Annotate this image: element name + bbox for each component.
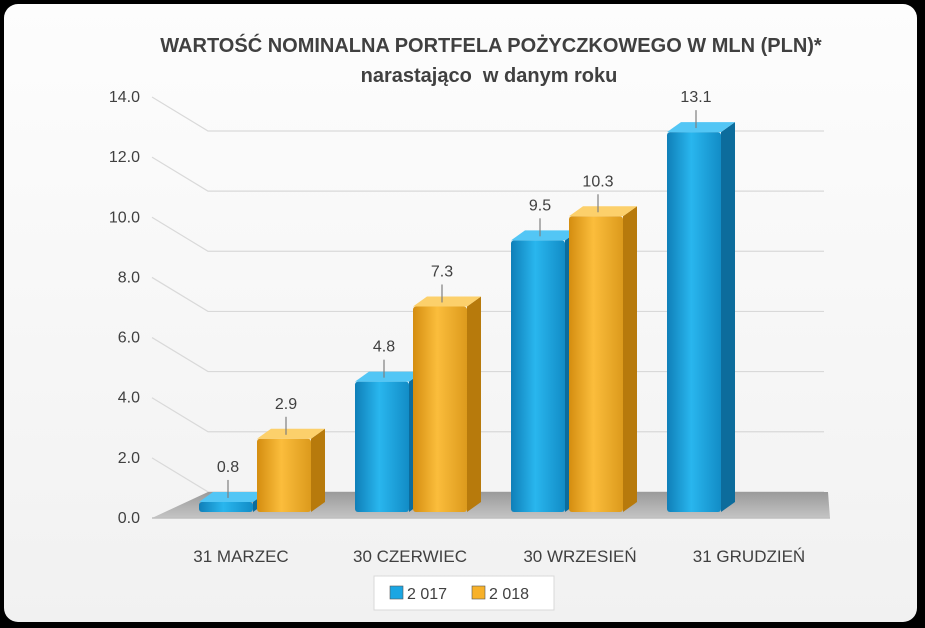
bar-top [355, 371, 423, 382]
legend-swatch [389, 585, 404, 600]
bar-front [667, 132, 721, 513]
bars: 0.8 2.9 4.8 7.3 9.5 10.3 13.1 [199, 89, 735, 513]
x-tick-label: 30 CZERWIEC [353, 547, 467, 566]
data-label: 7.3 [431, 263, 453, 280]
bar-side [721, 122, 735, 513]
y-tick-label: 10.0 [109, 209, 140, 226]
bar-top [511, 230, 579, 241]
y-tick-label: 6.0 [118, 330, 140, 347]
y-tick-label: 4.0 [118, 390, 140, 407]
data-label: 9.5 [529, 197, 551, 214]
bar-top [569, 206, 637, 217]
y-tick-label: 8.0 [118, 269, 140, 286]
bar-front [569, 216, 623, 512]
legend: 2 017 2 018 [373, 575, 555, 611]
legend-label: 2 018 [489, 586, 529, 603]
bar-side [623, 206, 637, 512]
chart-title: WARTOŚĆ NOMINALNA PORTFELA POŻYCZKOWEGO … [160, 33, 822, 57]
bar: 10.3 [569, 173, 637, 512]
gridlines [151, 96, 824, 493]
bar-top [667, 122, 735, 133]
bar: 9.5 [511, 197, 579, 513]
legend-label: 2 017 [407, 586, 447, 603]
y-tick-label: 12.0 [109, 149, 140, 166]
bar-front [355, 381, 409, 512]
bar-side [311, 428, 325, 512]
data-label: 13.1 [680, 89, 711, 106]
bar: 7.3 [413, 263, 481, 512]
bar-chart: WARTOŚĆ NOMINALNA PORTFELA POŻYCZKOWEGO … [109, 33, 830, 611]
gridline [151, 156, 824, 192]
y-tick-label: 14.0 [109, 89, 140, 106]
chart-frame: WARTOŚĆ NOMINALNA PORTFELA POŻYCZKOWEGO … [4, 4, 917, 622]
y-tick-label: 2.0 [118, 450, 140, 467]
bar: 4.8 [355, 339, 423, 512]
bar-front [257, 438, 311, 512]
data-label: 0.8 [217, 459, 239, 476]
x-axis: 31 MARZEC 30 CZERWIEC 30 WRZESIEŃ 31 GRUDZI… [193, 547, 805, 566]
bar: 2.9 [257, 396, 325, 512]
bar-top [257, 428, 325, 439]
x-tick-label: 30 WRZESIEŃ [523, 547, 636, 566]
gridline [151, 96, 824, 132]
chart-subtitle: narastająco w danym roku [361, 65, 618, 87]
bar-front [511, 240, 565, 513]
y-tick-label: 0.0 [118, 510, 140, 527]
bar-front [199, 501, 253, 512]
x-tick-label: 31 GRUDZIEŃ [693, 547, 805, 566]
x-tick-label: 31 MARZEC [193, 547, 288, 566]
data-label: 2.9 [275, 396, 297, 413]
bar-top [413, 296, 481, 307]
y-axis: 0.0 2.0 4.0 6.0 8.0 10.0 12.0 14.0 [109, 89, 140, 527]
data-label: 4.8 [373, 339, 395, 356]
bar-front [413, 306, 467, 512]
bar-top [199, 491, 267, 502]
legend-box [373, 575, 555, 611]
legend-swatch [471, 585, 486, 600]
bar: 13.1 [667, 89, 735, 513]
bar-side [467, 296, 481, 512]
data-label: 10.3 [582, 173, 613, 190]
bar: 0.8 [199, 459, 267, 512]
